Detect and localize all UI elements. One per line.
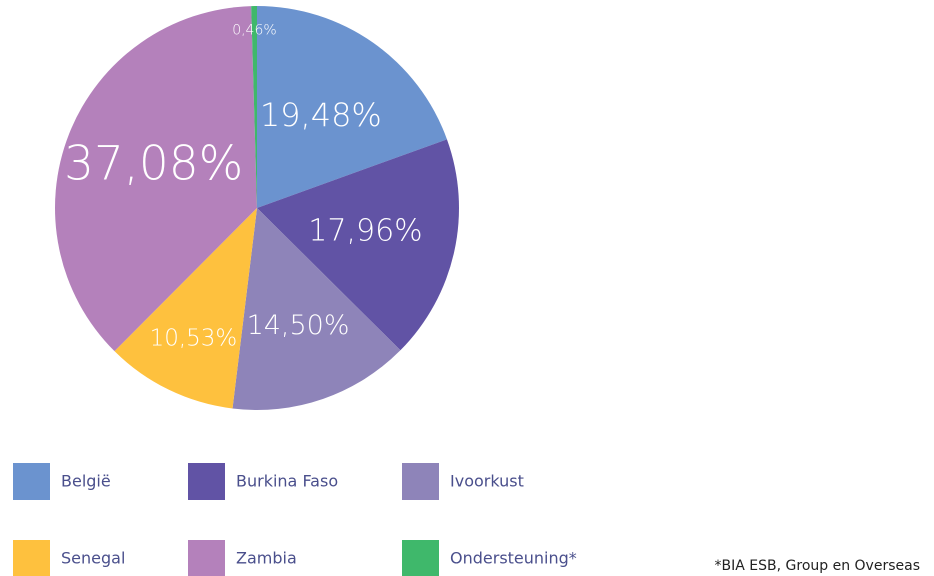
legend-label: Burkina Faso <box>236 472 338 491</box>
legend-label: België <box>61 472 111 491</box>
legend-label: Zambia <box>236 549 297 568</box>
legend-swatch <box>13 540 50 576</box>
pie-slice <box>232 208 401 410</box>
value-label: 17,96% <box>308 213 422 248</box>
legend-swatch <box>402 463 439 500</box>
legend-label: Ondersteuning* <box>450 549 577 568</box>
pie-slice <box>114 208 257 409</box>
legend-label: Senegal <box>61 549 125 568</box>
legend-swatch <box>13 463 50 500</box>
value-label: 10,53% <box>150 325 238 351</box>
value-label: 14,50% <box>247 310 350 341</box>
value-label: 19,48% <box>260 96 382 134</box>
legend-swatch <box>402 540 439 576</box>
legend-swatch <box>188 540 225 576</box>
value-label: 37,08% <box>64 137 243 192</box>
pie-slice <box>257 139 459 351</box>
pie-slice <box>251 6 257 208</box>
footnote: *BIA ESB, Group en Overseas <box>715 558 920 574</box>
legend-label: Ivoorkust <box>450 472 524 491</box>
pie-slice <box>55 6 257 352</box>
value-label: 0,46% <box>232 22 276 38</box>
pie-slice <box>257 6 447 208</box>
legend-swatch <box>188 463 225 500</box>
